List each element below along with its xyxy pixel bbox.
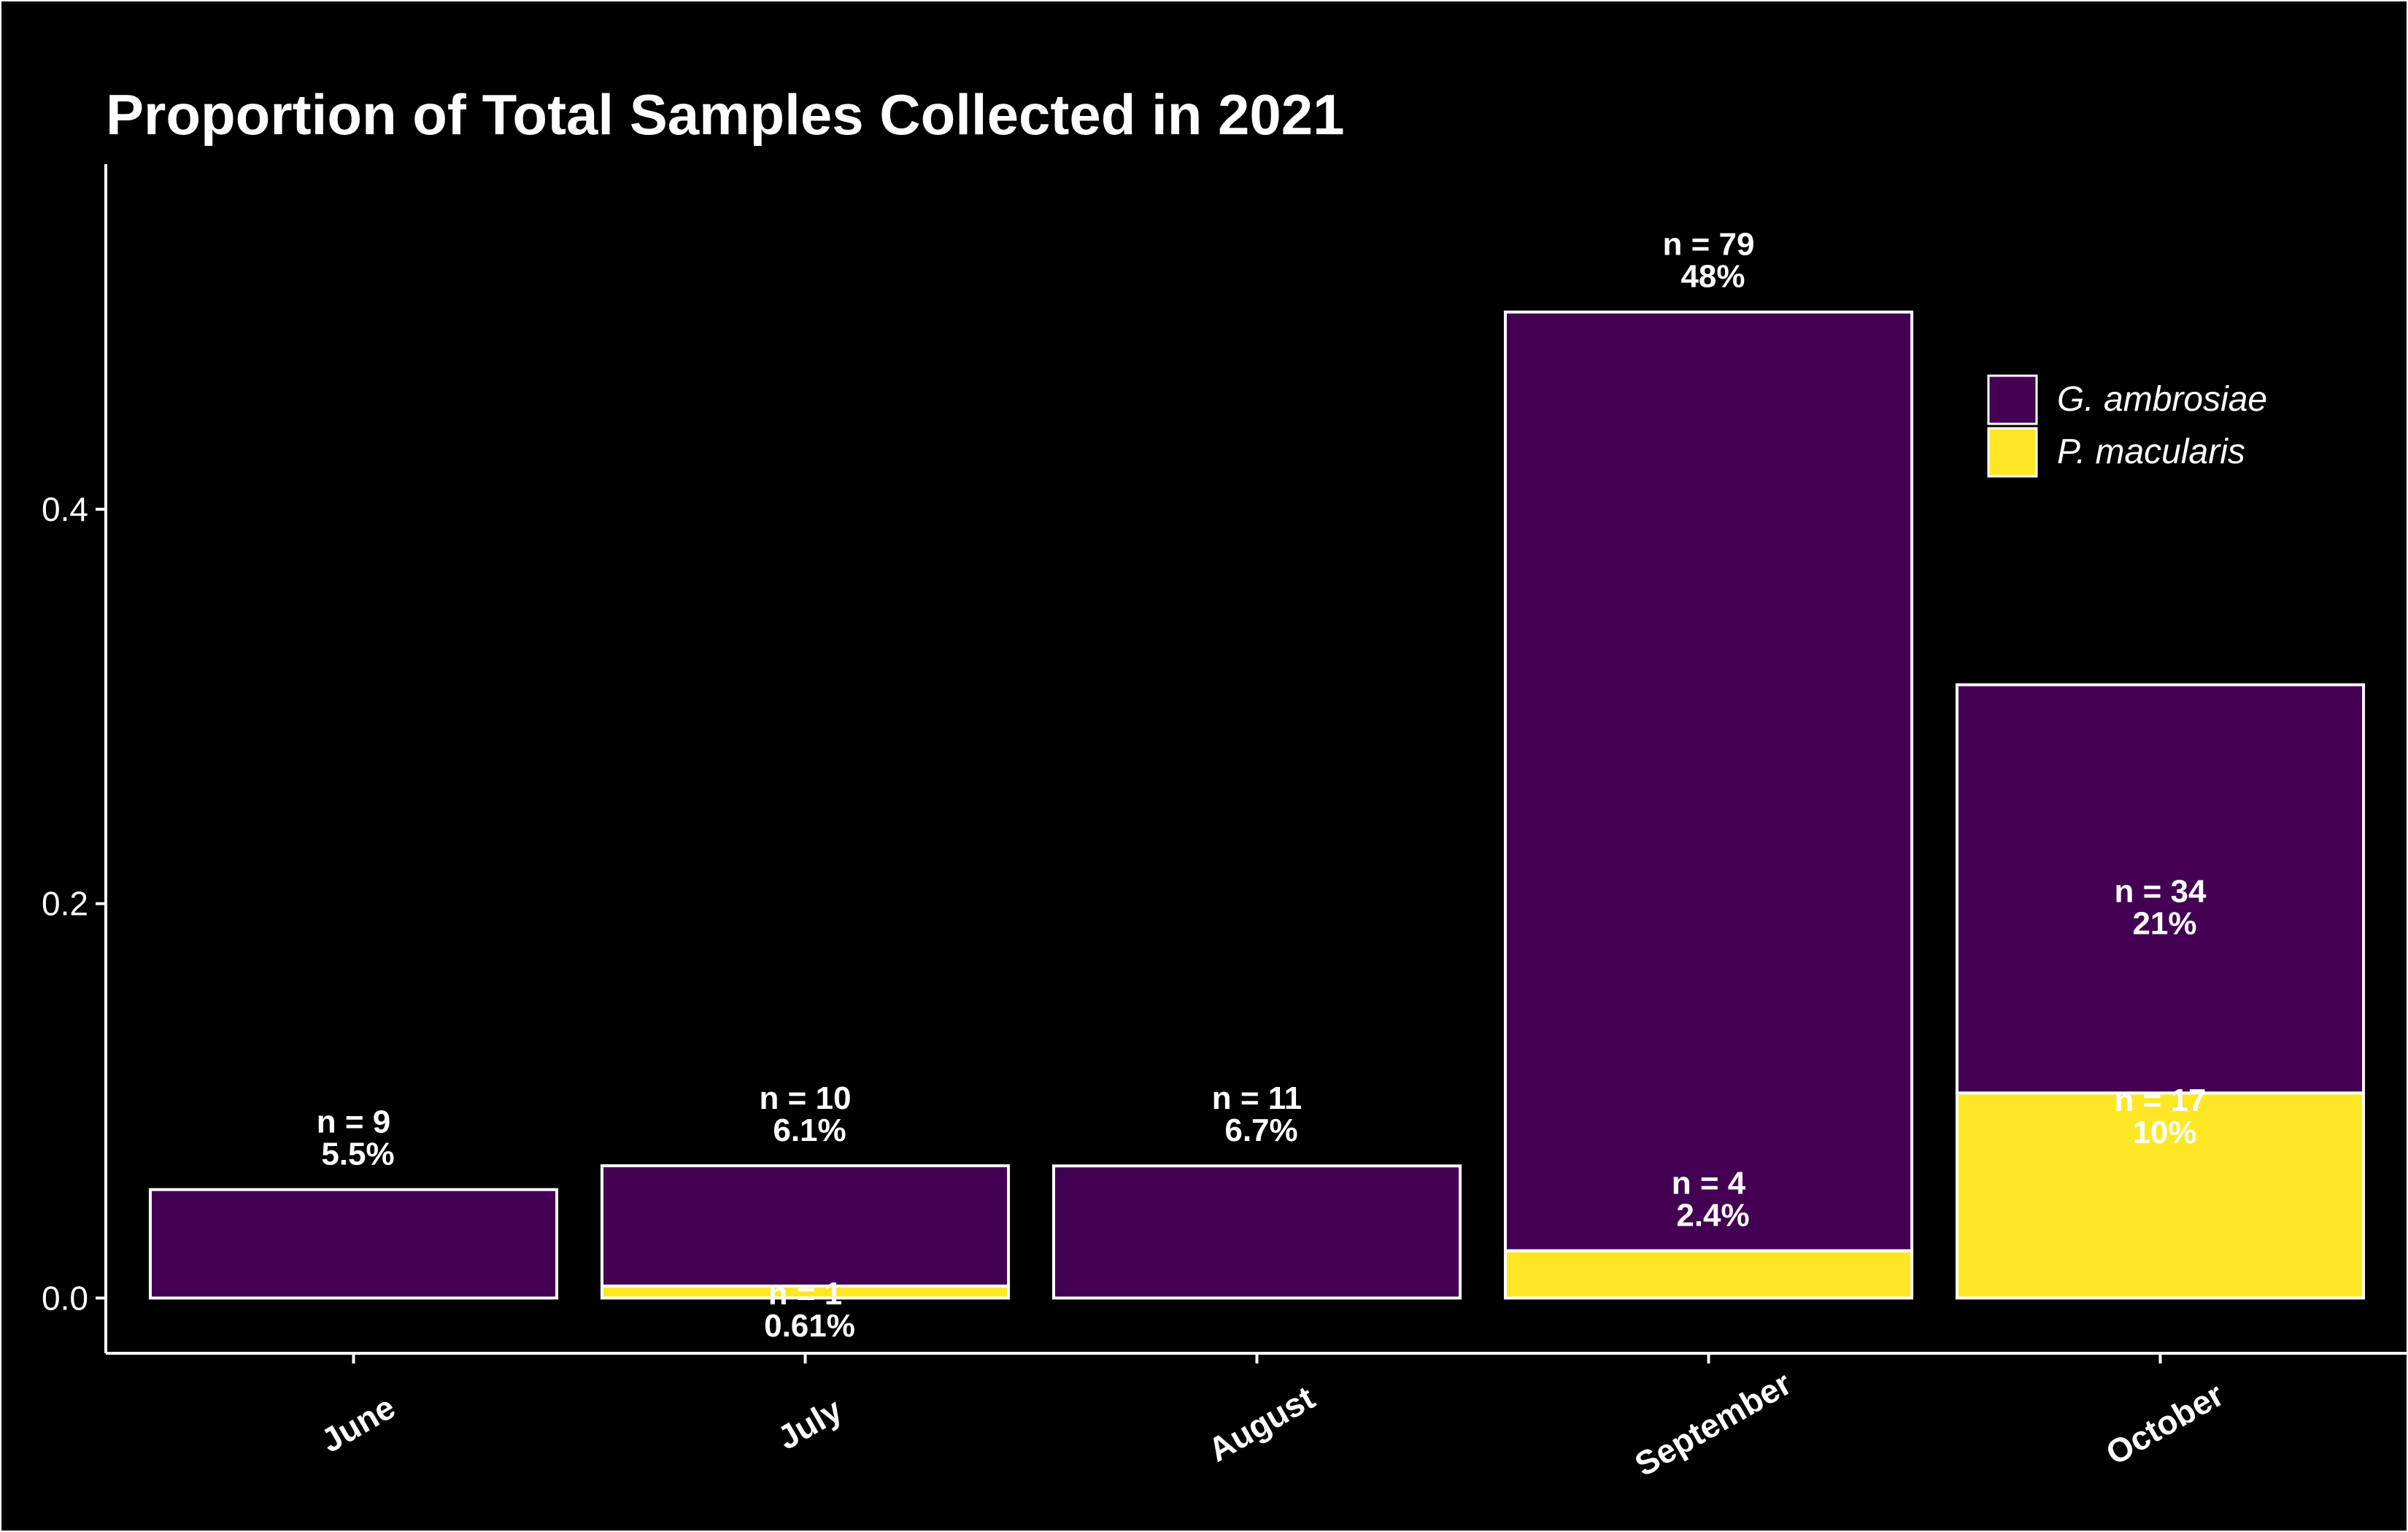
data-label-percent: 6.7% xyxy=(1224,1113,1297,1148)
x-tick-label: September xyxy=(1629,1364,1798,1484)
data-label-count: n = 10 xyxy=(760,1080,852,1116)
data-labels: n = 95.5% n = 106.1% n = 10.61% n = 116.7% n… xyxy=(317,227,2207,1344)
data-label-count: n = 1 xyxy=(768,1276,843,1312)
bar-july-g-ambrosiae xyxy=(600,1164,1011,1288)
data-label-percent: 6.1% xyxy=(773,1113,846,1148)
y-tick-label: 0.4 xyxy=(42,490,88,528)
bar-august-g-ambrosiae xyxy=(1051,1164,1462,1300)
bar-september-g-ambrosiae xyxy=(1503,310,1914,1253)
bar-june-g-ambrosiae xyxy=(148,1188,559,1300)
bar-september-p-macularis xyxy=(1503,1249,1914,1300)
data-label-count: n = 11 xyxy=(1212,1080,1303,1116)
y-tick-label: 0.0 xyxy=(42,1279,88,1317)
data-label-percent: 2.4% xyxy=(1676,1197,1749,1233)
legend: G. ambrosiae P. macularis xyxy=(1987,374,2267,478)
x-tick-label: June xyxy=(314,1388,401,1460)
data-label-count: n = 17 xyxy=(2115,1083,2207,1118)
data-label-count: n = 34 xyxy=(2115,874,2207,910)
x-tick-label: July xyxy=(771,1390,849,1457)
bar-october-g-ambrosiae xyxy=(1955,683,2366,1095)
data-label-percent: 21% xyxy=(2132,906,2196,942)
data-label-percent: 0.61% xyxy=(764,1308,855,1344)
data-label-percent: 10% xyxy=(2132,1115,2196,1150)
bar-october-p-macularis xyxy=(1955,1091,2366,1300)
data-label-count: n = 9 xyxy=(317,1104,391,1140)
chart-title: Proportion of Total Samples Collected in… xyxy=(106,82,1345,147)
legend-label: P. macularis xyxy=(2057,433,2245,471)
legend-label: G. ambrosiae xyxy=(2057,380,2267,419)
x-tick-label: August xyxy=(1202,1378,1321,1469)
data-label-percent: 48% xyxy=(1680,259,1745,295)
data-label-count: n = 79 xyxy=(1663,227,1755,263)
data-label-count: n = 4 xyxy=(1672,1165,1746,1201)
x-tick-label: October xyxy=(2099,1375,2230,1472)
y-tick-label: 0.2 xyxy=(42,885,88,923)
data-label-percent: 5.5% xyxy=(321,1137,394,1172)
legend-swatch xyxy=(1987,427,2038,478)
bars xyxy=(148,310,2366,1300)
legend-swatch xyxy=(1987,374,2038,425)
